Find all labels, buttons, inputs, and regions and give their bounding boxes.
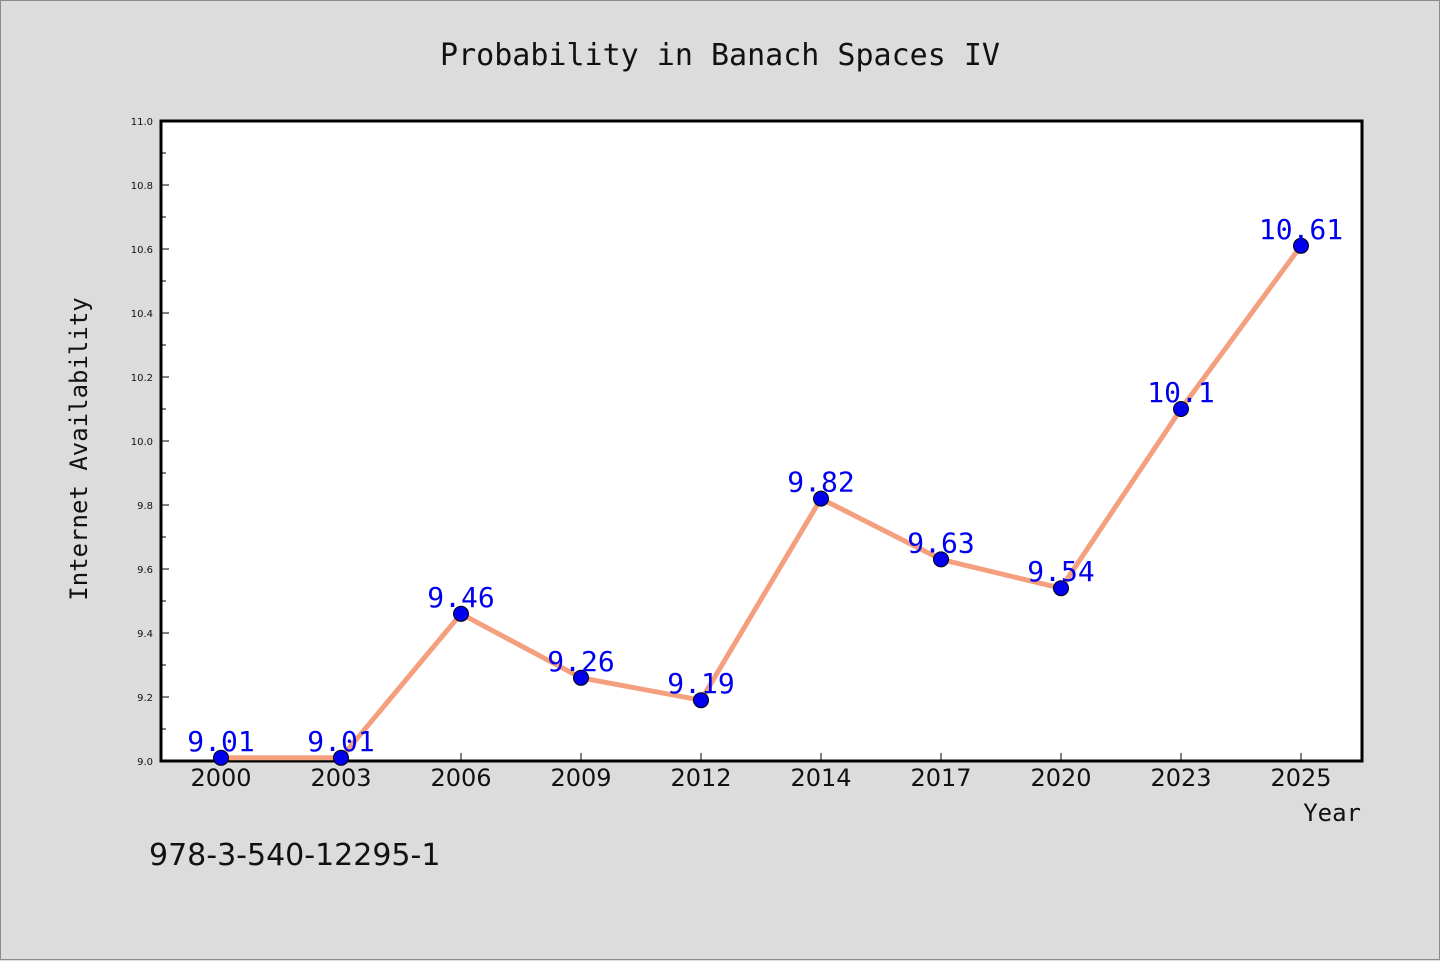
data-label: 9.01 (307, 725, 374, 758)
data-point (213, 749, 229, 766)
series-line (221, 244, 1304, 761)
y-axis: 9.0 9.2 9.4 9.6 9.8 10.0 10.2 10.4 10.6 10.8 11.0 (131, 117, 169, 768)
y-tick-label: 9.0 (137, 757, 153, 768)
data-label: 10.61 (1259, 213, 1343, 246)
data-label: 9.26 (547, 645, 614, 678)
data-point (1293, 237, 1309, 254)
data-label: 9.46 (427, 581, 494, 614)
y-tick-label: 10.8 (131, 181, 153, 192)
y-tick-label: 9.2 (137, 693, 153, 704)
y-tick-label: 11.0 (131, 117, 153, 128)
x-tick-label: 2000 (190, 764, 251, 792)
data-point (573, 669, 589, 686)
x-axis: 2000 2003 2006 2009 2012 2014 2017 2020 2023 2025 (190, 753, 1332, 792)
y-axis-label: Internet Availability (65, 297, 93, 600)
data-point (1053, 580, 1069, 597)
data-point (813, 490, 829, 507)
y-tick-label: 10.4 (131, 309, 153, 320)
x-tick-label: 2023 (1150, 764, 1211, 792)
y-tick-label: 10.6 (131, 245, 153, 256)
y-tick-label: 9.4 (137, 629, 153, 640)
data-label: 9.82 (787, 466, 854, 499)
series-layer: 9.01 9.01 9.46 9.26 9.19 9.82 9.63 9.54 10.1 10.6… (187, 213, 1343, 766)
x-tick-label: 2014 (790, 764, 851, 792)
data-point (1173, 401, 1189, 417)
data-point (333, 749, 349, 766)
x-tick-label: 2020 (1030, 764, 1091, 792)
data-label: 9.54 (1027, 555, 1094, 588)
x-tick-label: 2012 (670, 764, 731, 792)
data-point (453, 605, 469, 622)
y-tick-label: 10.2 (131, 373, 153, 384)
data-point (933, 551, 949, 568)
plot-area (159, 119, 1364, 763)
y-tick-label: 9.8 (137, 501, 153, 512)
x-tick-label: 2009 (550, 764, 611, 792)
x-tick-label: 2017 (910, 764, 971, 792)
data-label: 10.1 (1147, 376, 1214, 409)
data-label: 9.01 (187, 725, 254, 758)
y-tick-label: 10.0 (131, 437, 153, 448)
x-tick-label: 2003 (310, 764, 371, 792)
data-label: 9.19 (667, 667, 734, 700)
isbn-annotation: 978-3-540-12295-1 (149, 838, 440, 873)
x-tick-label: 2006 (430, 764, 491, 792)
data-label: 9.63 (907, 526, 974, 559)
x-axis-label: Year (1303, 799, 1361, 827)
data-point (693, 692, 709, 709)
chart-title: Probability in Banach Spaces IV (440, 38, 1000, 73)
x-tick-label: 2025 (1270, 764, 1331, 792)
y-tick-label: 9.6 (137, 565, 153, 576)
